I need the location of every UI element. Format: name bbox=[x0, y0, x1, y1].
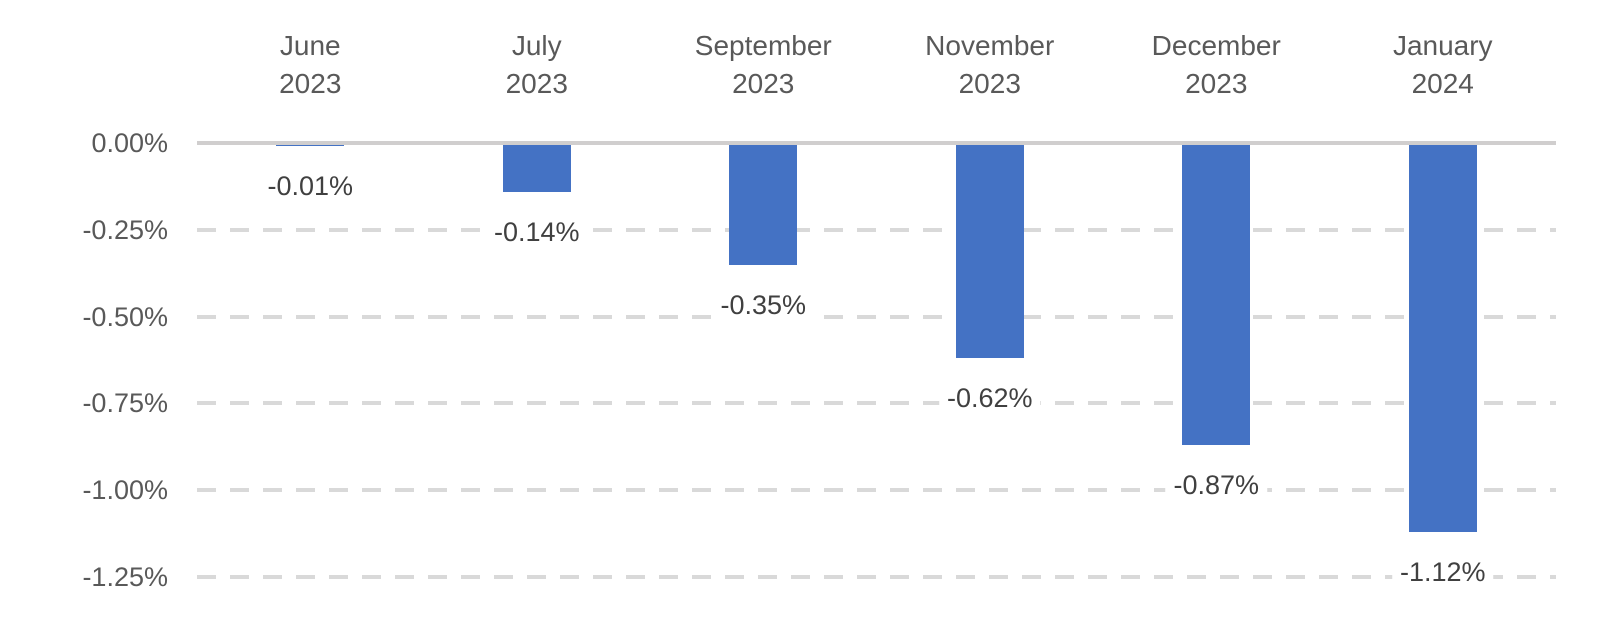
category-label-line: 2023 bbox=[279, 68, 342, 99]
category-label: September 2023 bbox=[695, 27, 832, 103]
bar bbox=[276, 145, 345, 147]
data-label: -0.35% bbox=[712, 287, 815, 322]
data-label: -1.12% bbox=[1391, 554, 1494, 589]
y-tick-label: -0.50% bbox=[82, 301, 168, 332]
category-label-line: 2023 bbox=[1185, 68, 1248, 99]
bar bbox=[1182, 145, 1251, 446]
category-label: December 2023 bbox=[1152, 27, 1281, 103]
gridline bbox=[197, 401, 1556, 406]
category-label-line: 2023 bbox=[958, 68, 1021, 99]
data-label: -0.01% bbox=[259, 169, 362, 204]
category-label: June 2023 bbox=[279, 27, 341, 103]
data-label: -0.62% bbox=[938, 381, 1041, 416]
category-label: January 2024 bbox=[1393, 27, 1493, 103]
category-label-line: November bbox=[925, 30, 1055, 61]
gridline bbox=[197, 488, 1556, 493]
y-tick-label: 0.00% bbox=[91, 128, 168, 158]
bar bbox=[955, 145, 1024, 359]
category-label-line: 2023 bbox=[505, 68, 568, 99]
data-label: -0.14% bbox=[485, 214, 588, 249]
category-label: July 2023 bbox=[506, 27, 568, 103]
gridline bbox=[197, 227, 1556, 232]
gridline bbox=[197, 314, 1556, 319]
bar bbox=[1408, 145, 1477, 532]
y-tick-label: -0.25% bbox=[82, 214, 168, 245]
category-label-line: 2023 bbox=[732, 68, 795, 99]
zero-axis-line bbox=[197, 141, 1556, 145]
category-label-line: January bbox=[1392, 30, 1493, 61]
bar bbox=[502, 145, 571, 192]
data-label: -0.87% bbox=[1165, 468, 1268, 503]
y-tick-label: -1.25% bbox=[82, 562, 168, 592]
category-label-line: 2024 bbox=[1411, 68, 1474, 99]
category-label: November 2023 bbox=[925, 27, 1054, 103]
y-tick-label: -1.00% bbox=[82, 475, 168, 506]
category-label-line: June bbox=[279, 30, 341, 61]
y-tick-label: -0.75% bbox=[82, 388, 168, 419]
category-label-line: December bbox=[1151, 30, 1281, 61]
category-label-line: September bbox=[694, 30, 832, 61]
gridline bbox=[197, 575, 1556, 579]
bar bbox=[729, 145, 798, 265]
category-label-line: July bbox=[511, 30, 562, 61]
